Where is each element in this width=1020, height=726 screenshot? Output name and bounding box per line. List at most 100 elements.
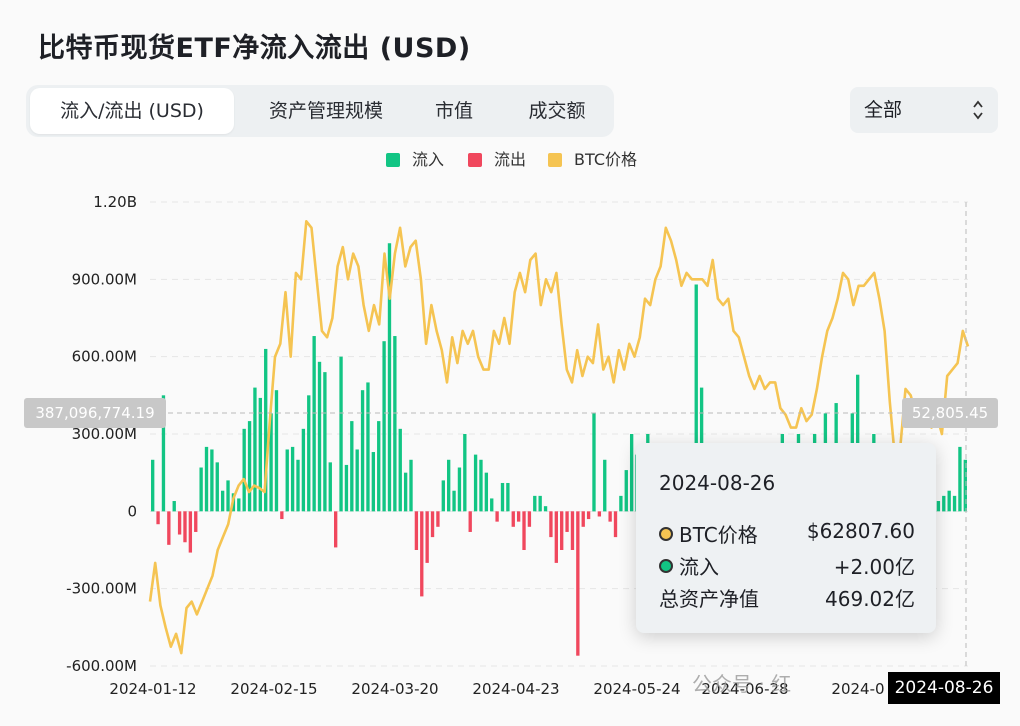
outflow-bar — [436, 511, 440, 527]
inflow-bar — [360, 390, 365, 512]
btc-price-line — [148, 220, 970, 655]
inflow-bar — [220, 490, 225, 512]
inflow-bar — [199, 467, 203, 512]
inflow-dot-icon — [659, 559, 673, 573]
outflow-bar — [516, 511, 521, 522]
inflow-bar — [328, 462, 332, 512]
tooltip-row-btc: BTC价格 $62807.60 — [659, 519, 915, 547]
inflow-bar — [366, 382, 370, 512]
x-tick-label: 2024-02-15 — [230, 680, 317, 698]
inflow-bar — [290, 446, 295, 512]
outflow-bar — [194, 511, 198, 532]
chart-legend: 流入 流出 BTC价格 — [0, 148, 1020, 172]
tooltip-nav-label: 总资产净值 — [659, 587, 759, 611]
inflow-bar — [210, 449, 214, 512]
inflow-bar — [269, 413, 273, 512]
inflow-bar — [377, 421, 381, 512]
y-tick-label: 0 — [127, 502, 137, 520]
x-tick-label: 2024-04-23 — [472, 680, 559, 698]
watermark: 公众号 · 红 — [692, 672, 792, 696]
inflow-bar — [533, 495, 537, 512]
inflow-bar — [312, 336, 316, 512]
outflow-bar — [425, 511, 429, 563]
outflow-bar — [565, 511, 569, 532]
inflow-bar — [963, 459, 967, 512]
inflow-bar — [339, 356, 343, 512]
outflow-bar — [597, 511, 602, 517]
inflow-bar — [463, 434, 467, 512]
inflow-bar — [624, 470, 628, 512]
inflow-bar — [307, 395, 311, 512]
y-tick-label: 900.00M — [72, 270, 137, 288]
outflow-bar — [511, 511, 515, 527]
chevron-updown-icon — [973, 100, 983, 120]
inflow-bar — [387, 243, 392, 512]
inflow-bar — [317, 361, 322, 512]
inflow-bar — [543, 506, 548, 512]
outflow-bar — [430, 511, 435, 538]
inflow-bar — [242, 428, 246, 512]
tab-aum[interactable]: 资产管理规模 — [268, 100, 383, 122]
tooltip: 2024-08-26 BTC价格 $62807.60 流入 +2.00亿 总资产… — [636, 443, 936, 633]
inflow-bar — [274, 390, 279, 512]
x-tick-label: 2024-03-20 — [351, 680, 438, 698]
legend-inflow-swatch — [386, 153, 400, 167]
inflow-bar — [603, 459, 607, 512]
tab-volume[interactable]: 成交额 — [528, 100, 586, 122]
inflow-bar — [952, 495, 957, 512]
outflow-bar — [613, 511, 618, 538]
inflow-bar — [403, 472, 408, 512]
y-tick-label: 300.00M — [72, 425, 137, 443]
inflow-bar — [942, 495, 946, 512]
inflow-bar — [215, 462, 219, 512]
x-tick-label: 2024-0 — [831, 680, 884, 698]
tooltip-row-nav: 总资产净值 469.02亿 — [659, 583, 915, 611]
outflow-bar — [167, 511, 171, 545]
inflow-bar — [355, 449, 359, 512]
inflow-bar — [441, 480, 445, 512]
tab-flow[interactable]: 流入/流出 (USD) — [30, 88, 234, 134]
inflow-bar — [382, 341, 386, 512]
y-tick-label: -300.00M — [66, 580, 137, 598]
tooltip-inflow-label: 流入 — [679, 555, 719, 579]
inflow-bar — [457, 467, 462, 512]
outflow-bar — [495, 511, 499, 522]
outflow-bar — [280, 511, 284, 520]
inflow-bar — [247, 421, 252, 512]
outflow-bar — [183, 511, 187, 543]
x-axis-ticks: 2024-01-12 2024-02-15 2024-03-20 2024-04-23… — [109, 680, 884, 698]
outflow-bar — [468, 511, 472, 532]
inflow-bar — [452, 490, 456, 512]
crosshair-left-label: 387,096,774.19 — [24, 398, 166, 428]
inflow-bar — [204, 446, 209, 512]
inflow-bar — [301, 428, 306, 512]
inflow-bar — [350, 421, 354, 512]
tooltip-date: 2024-08-26 — [659, 471, 776, 495]
outflow-bar — [581, 511, 585, 527]
inflow-bar — [479, 459, 483, 512]
y-tick-label: 600.00M — [72, 348, 137, 366]
inflow-bar — [506, 482, 510, 512]
tab-market-cap[interactable]: 市值 — [434, 100, 473, 122]
metric-tabs: 流入/流出 (USD) 资产管理规模 市值 成交额 — [26, 85, 614, 137]
range-select[interactable]: 全部 — [850, 87, 998, 133]
inflow-bar — [344, 464, 349, 512]
inflow-bar — [484, 472, 489, 512]
y-axis-ticks: 1.20B 900.00M 600.00M 300.00M 0 -300.00M -600.… — [66, 193, 137, 675]
inflow-bar — [694, 284, 698, 512]
outflow-bar — [188, 511, 193, 553]
x-tick-label: 2024-05-24 — [593, 680, 680, 698]
inflow-bar — [500, 482, 505, 512]
inflow-bar — [264, 348, 268, 512]
range-select-value: 全部 — [864, 99, 903, 121]
legend-btc-label: BTC价格 — [574, 150, 637, 169]
inflow-bar — [629, 434, 634, 512]
inflow-bar — [936, 501, 941, 512]
grid-lines — [150, 201, 968, 667]
inflow-bar — [226, 480, 230, 512]
inflow-bar — [296, 459, 300, 512]
tooltip-nav-value: 469.02亿 — [825, 587, 915, 611]
y-tick-label: 1.20B — [93, 193, 137, 211]
legend-inflow-label: 流入 — [412, 150, 445, 169]
outflow-bar — [420, 511, 424, 597]
